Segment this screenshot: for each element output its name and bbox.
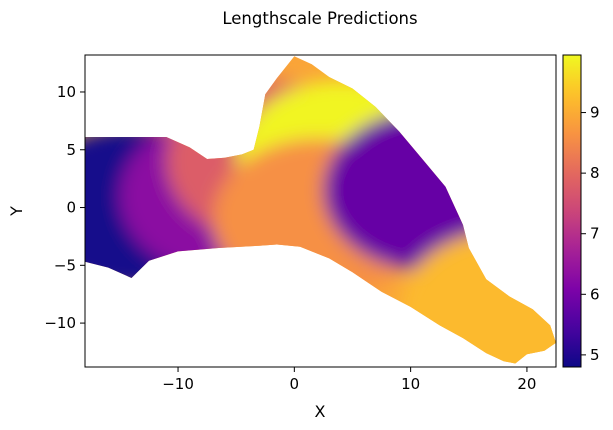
x-axis: −10 0 10 20 [162,367,536,393]
colorbar-tick-label: 5 [590,346,600,364]
heatmap-area [85,56,556,364]
y-axis-label: Y [7,206,26,217]
colorbar-axis: 5 6 7 8 9 [581,104,600,364]
colorbar-tick-label: 9 [590,104,600,122]
heatmap-region [323,109,533,272]
x-tick-label: −10 [162,375,194,393]
colorbar [562,54,582,368]
colorbar-tick-label: 8 [590,164,600,182]
x-axis-label: X [315,402,326,421]
heatmap-blobs [85,80,556,364]
y-tick-label: 5 [66,141,76,159]
colorbar-tick-label: 7 [590,225,600,243]
y-tick-label: 10 [57,83,76,101]
x-tick-label: 20 [517,375,536,393]
plot-frame [84,54,557,368]
x-tick-label: 0 [290,375,300,393]
chart-title: Lengthscale Predictions [222,9,417,28]
y-axis: −10 −5 0 5 10 [44,83,85,332]
colorbar-tick-label: 6 [590,285,600,303]
y-tick-label: −10 [44,314,76,332]
y-tick-label: −5 [54,256,76,274]
y-tick-label: 0 [66,199,76,217]
x-tick-label: 10 [401,375,420,393]
